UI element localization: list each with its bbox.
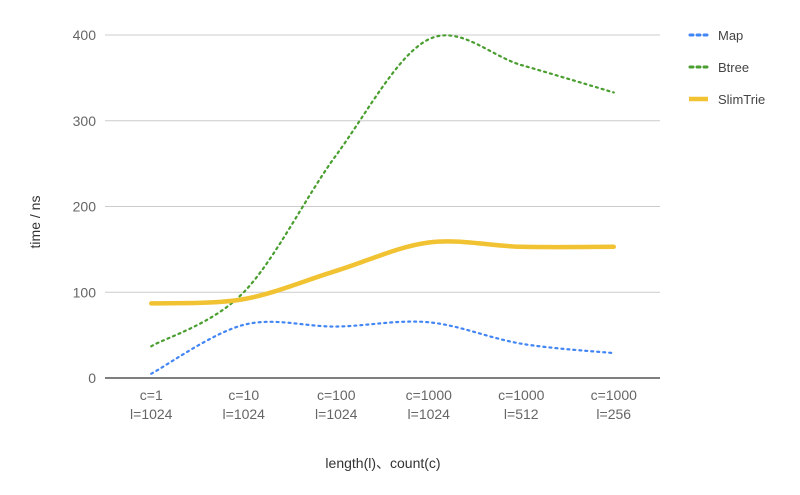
y-tick-labels: 0 100 200 300 400 xyxy=(73,27,97,386)
x-tick-label: c=10 l=1024 xyxy=(223,387,266,422)
x-tick-line: l=1024 xyxy=(223,406,266,422)
legend: Map Btree SlimTrie xyxy=(688,28,765,107)
x-tick-label: c=1000 l=512 xyxy=(498,387,545,422)
series-line-map xyxy=(150,320,615,375)
y-tick-label: 200 xyxy=(73,199,97,215)
y-tick-label: 400 xyxy=(73,27,97,43)
x-axis-label: length(l)、count(c) xyxy=(325,455,440,471)
x-tick-line: l=1024 xyxy=(408,406,451,422)
series-line-btree xyxy=(150,34,615,348)
x-tick-line: l=512 xyxy=(504,406,539,422)
grid-lines xyxy=(105,34,660,379)
x-tick-line: c=100 xyxy=(317,387,356,403)
x-tick-line: l=256 xyxy=(596,406,631,422)
x-tick-line: c=10 xyxy=(228,387,259,403)
x-tick-labels: c=1 l=1024 c=10 l=1024 c=100 l=1024 c=1000 l=10… xyxy=(130,387,637,422)
x-tick-line: l=1024 xyxy=(130,406,173,422)
x-tick-line: c=1000 xyxy=(498,387,545,403)
x-tick-line: c=1 xyxy=(140,387,163,403)
legend-label-slimtrie: SlimTrie xyxy=(718,92,765,107)
x-tick-line: l=1024 xyxy=(315,406,358,422)
y-tick-label: 300 xyxy=(73,113,97,129)
x-tick-line: c=1000 xyxy=(591,387,638,403)
legend-label-btree: Btree xyxy=(718,60,749,75)
x-tick-label: c=1000 l=1024 xyxy=(406,387,453,422)
legend-label-map: Map xyxy=(718,28,743,43)
x-tick-label: c=1000 l=256 xyxy=(591,387,638,422)
series-lines xyxy=(149,34,616,375)
x-tick-label: c=1 l=1024 xyxy=(130,387,173,422)
y-tick-label: 100 xyxy=(73,284,97,300)
y-axis-label: time / ns xyxy=(27,196,43,249)
y-tick-label: 0 xyxy=(88,370,96,386)
x-tick-line: c=1000 xyxy=(406,387,453,403)
series-line-slimtrie xyxy=(149,239,616,306)
x-tick-label: c=100 l=1024 xyxy=(315,387,358,422)
